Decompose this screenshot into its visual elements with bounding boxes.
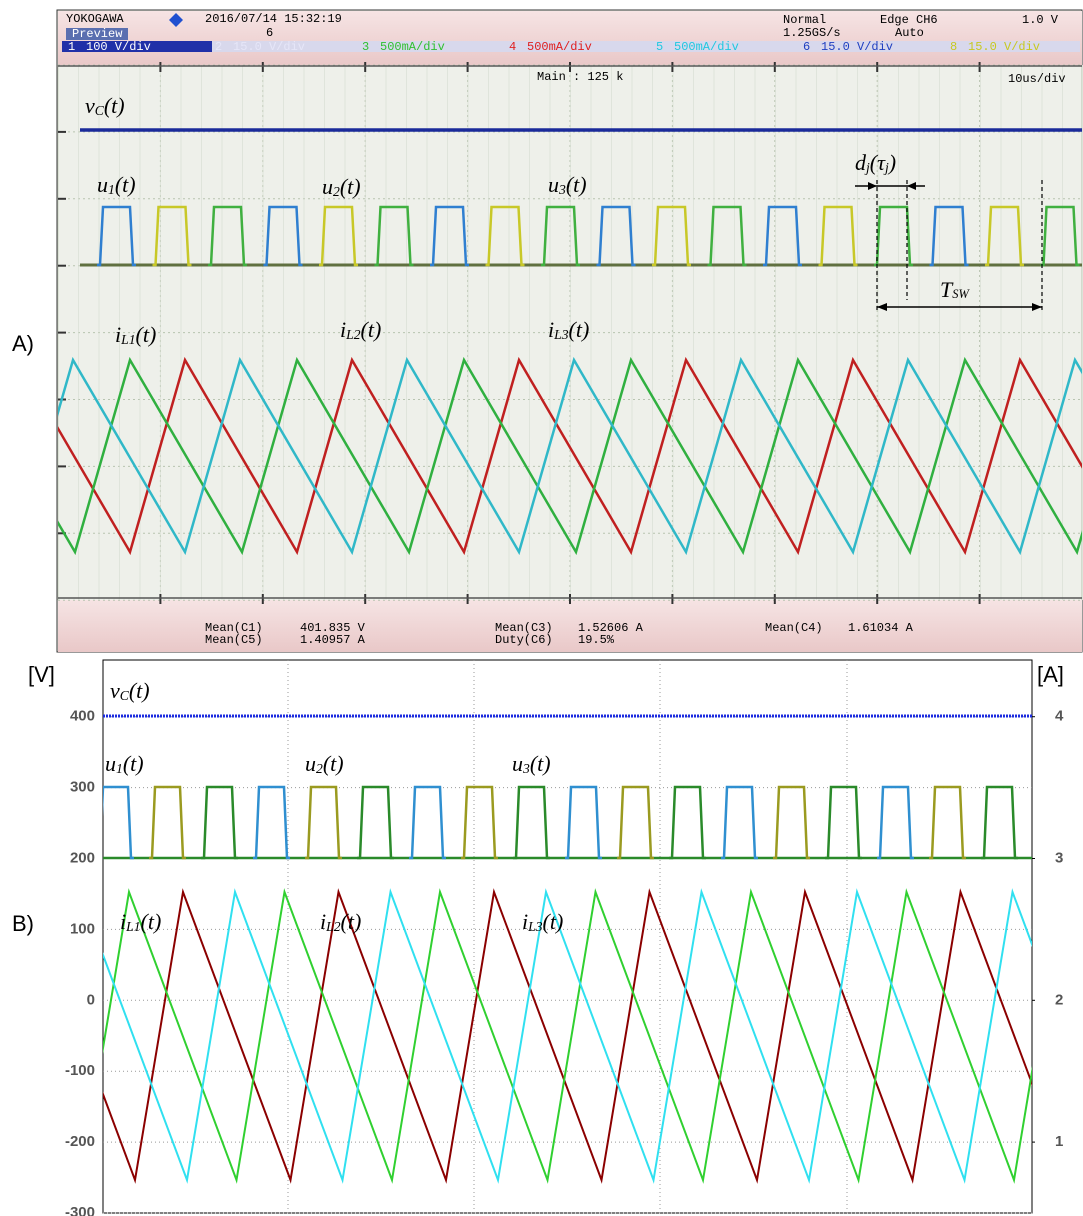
math-part: (t) xyxy=(341,909,362,934)
scope-text: YOKOGAWA xyxy=(66,12,124,26)
scope-text: Mean(C5) xyxy=(205,633,263,647)
y-axis-label: [V] xyxy=(28,662,55,687)
math-part: (t) xyxy=(340,174,361,199)
math-part: (t) xyxy=(566,172,587,197)
y-tick-label: -200 xyxy=(65,1133,95,1150)
math-part: (t) xyxy=(136,322,157,347)
math-part: u xyxy=(322,174,333,199)
scope-text: 500mA/div xyxy=(380,40,445,54)
math-part: u xyxy=(305,751,316,776)
scope-text: Edge CH6 xyxy=(880,13,938,27)
scope-text: 1.0 V xyxy=(1022,13,1059,27)
scope-text: 500mA/div xyxy=(527,40,592,54)
y-tick-label: 0 xyxy=(87,991,95,1008)
scope-text: 1.25GS/s xyxy=(783,26,841,40)
scope-text: 10us/div xyxy=(1008,72,1066,86)
math-part: 3 xyxy=(558,182,566,197)
math-label: u1(t) xyxy=(97,172,136,197)
math-label: u3(t) xyxy=(512,751,551,776)
y-tick-label: 300 xyxy=(70,779,95,796)
math-part: (τ xyxy=(870,150,886,175)
figure: A) B) YOKOGAWA2016/07/14 15:32:196Previe… xyxy=(0,0,1083,1216)
math-part: (t) xyxy=(123,751,144,776)
y-tick-label: 400 xyxy=(70,708,95,725)
math-label: u2(t) xyxy=(305,751,344,776)
math-part: (t) xyxy=(129,678,150,703)
scope-text: 6 xyxy=(803,40,810,54)
scope-text: 15.0 V/div xyxy=(968,40,1040,54)
scope-text: 6 xyxy=(266,26,273,40)
y-tick-label: -100 xyxy=(65,1062,95,1079)
scope-text: 4 xyxy=(509,40,516,54)
plot-frame xyxy=(103,660,1032,1213)
scope-text: Auto xyxy=(895,26,924,40)
math-part: (t) xyxy=(569,317,590,342)
math-part: L1 xyxy=(125,919,140,934)
y2-axis-label: [A] xyxy=(1037,662,1064,687)
panel-label: B) xyxy=(12,911,34,936)
math-part: u xyxy=(512,751,523,776)
math-part: 1 xyxy=(108,182,115,197)
scope-text: 15.0 V/div xyxy=(233,40,305,54)
y2-tick-label: 4 xyxy=(1055,708,1064,725)
scope-text: Normal xyxy=(783,13,826,27)
math-part: v xyxy=(110,678,120,703)
scope-text: 500mA/div xyxy=(674,40,739,54)
math-part: (t) xyxy=(115,172,136,197)
y-tick-label: 100 xyxy=(70,920,95,937)
math-part: (t) xyxy=(141,909,162,934)
scope-text: 1.61034 A xyxy=(848,621,914,635)
scope-text: 2016/07/14 15:32:19 xyxy=(205,12,342,26)
math-part: L2 xyxy=(345,327,361,342)
math-part: (t) xyxy=(323,751,344,776)
math-part: (t) xyxy=(104,93,125,118)
math-part: L1 xyxy=(120,332,135,347)
scope-text: 2 xyxy=(215,40,222,54)
math-part: (t) xyxy=(361,317,382,342)
y-tick-label: 200 xyxy=(70,849,95,866)
panel-label: A) xyxy=(12,331,34,356)
math-label: u1(t) xyxy=(105,751,144,776)
math-part: 3 xyxy=(522,761,530,776)
math-part: u xyxy=(548,172,559,197)
scope-text: 19.5% xyxy=(578,633,615,647)
math-label: u2(t) xyxy=(322,174,361,199)
math-label: vC(t) xyxy=(110,678,150,703)
math-label: u3(t) xyxy=(548,172,587,197)
scope-text: 15.0 V/div xyxy=(821,40,893,54)
math-part: (t) xyxy=(530,751,551,776)
y2-tick-label: 1 xyxy=(1055,1133,1063,1150)
math-part: v xyxy=(85,93,95,118)
scope-text: 1 xyxy=(68,40,75,54)
math-part: (t) xyxy=(543,909,564,934)
scope-text: Mean(C4) xyxy=(765,621,823,635)
y2-tick-label: 3 xyxy=(1055,849,1063,866)
math-part: 1 xyxy=(116,761,123,776)
math-part: L2 xyxy=(325,919,341,934)
y-tick-label: -300 xyxy=(65,1204,95,1216)
scope-text: 5 xyxy=(656,40,663,54)
scope-text: 1.40957 A xyxy=(300,633,366,647)
math-part: ) xyxy=(887,150,896,175)
math-label: vC(t) xyxy=(85,93,125,118)
scope-text: Duty(C6) xyxy=(495,633,553,647)
scope-text: Preview xyxy=(72,27,123,41)
math-part: u xyxy=(105,751,116,776)
scope-text: 3 xyxy=(362,40,369,54)
math-part: L3 xyxy=(527,919,543,934)
math-part: L3 xyxy=(553,327,569,342)
scope-text: 8 xyxy=(950,40,957,54)
math-part: u xyxy=(97,172,108,197)
math-label: dj(τj) xyxy=(855,150,896,175)
math-part: SW xyxy=(952,287,970,301)
scope-text: 100 V/div xyxy=(86,40,151,54)
scope-text: Main : 125 k xyxy=(537,70,623,84)
y2-tick-label: 2 xyxy=(1055,991,1063,1008)
